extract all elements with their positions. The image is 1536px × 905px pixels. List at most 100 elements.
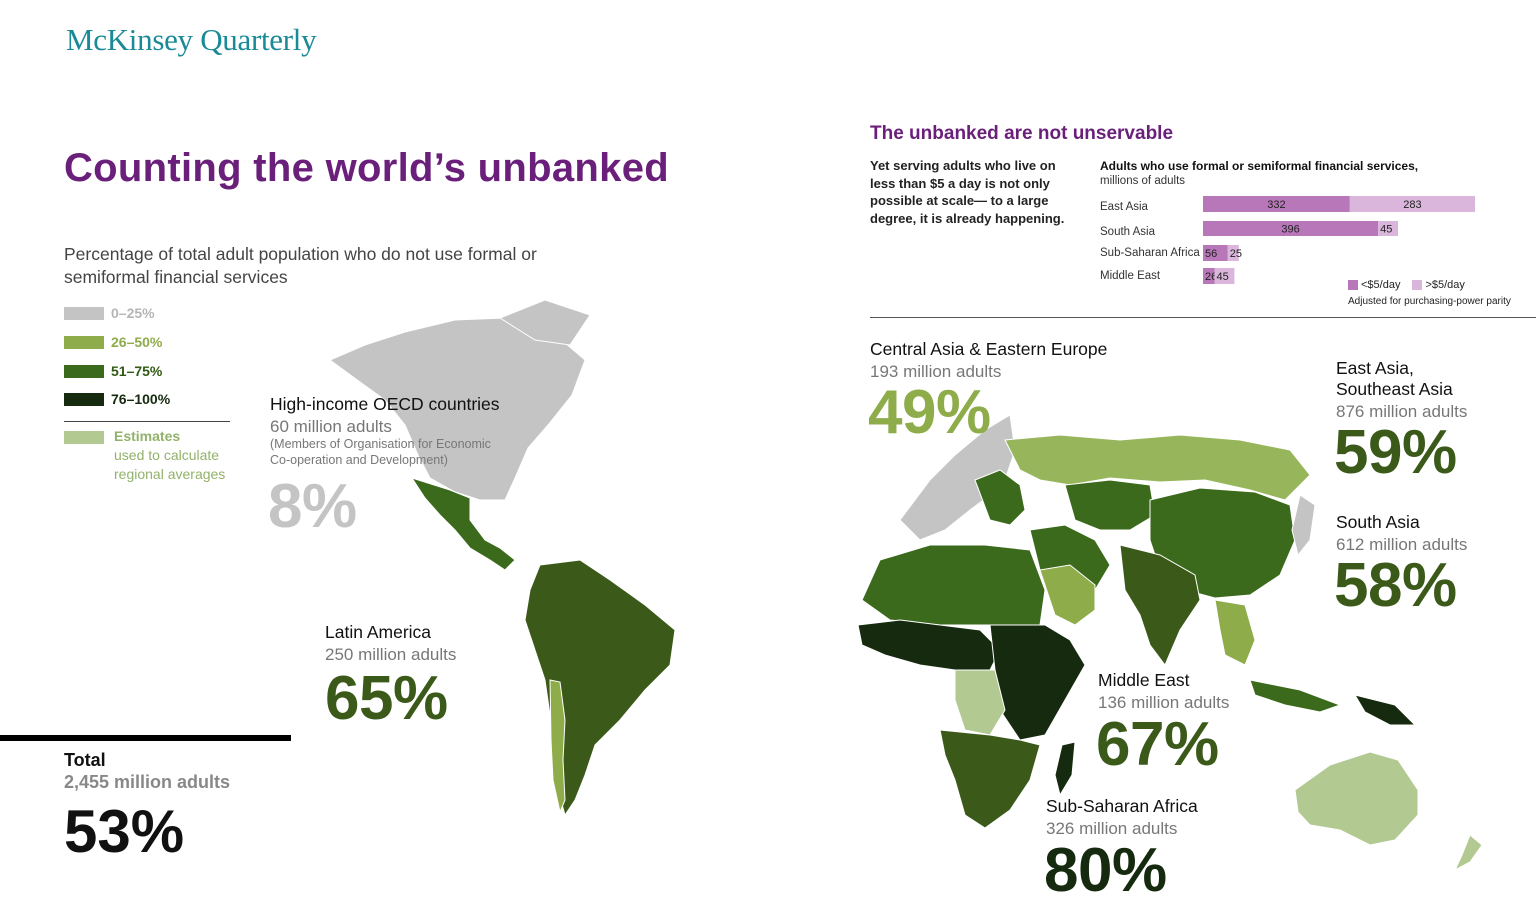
region-name-sub-saharan-africa: Sub-Saharan Africa (1046, 796, 1198, 816)
region-pct-south-asia: 58% (1334, 551, 1457, 620)
total-label: Total (64, 750, 106, 770)
legend-swatch (64, 335, 104, 349)
map-north-america (328, 317, 586, 501)
total-rule (0, 735, 291, 741)
region-adults-south-asia: 612 million adults (1336, 535, 1468, 554)
region-pct-sub-saharan-africa: 80% (1044, 836, 1167, 905)
legend-label: <$5/day (1361, 279, 1401, 291)
bar-value-label: 283 (1403, 199, 1421, 211)
bar-category-label: Sub-Saharan Africa (1100, 247, 1200, 259)
legend-label: 26–50% (111, 334, 163, 350)
bar-segment (1349, 196, 1475, 212)
region-pct-middle-east: 67% (1096, 710, 1219, 779)
bar-chart-legend: <$5/day >$5/day (1348, 279, 1465, 291)
region-name-latin-america: Latin America (325, 622, 432, 642)
map-southern-africa (939, 729, 1041, 829)
region-name-central-asia: Central Asia & Eastern Europe (870, 339, 1108, 359)
bar-value-label: 396 (1281, 224, 1299, 236)
legend-label: 76–100% (111, 391, 171, 407)
map-mexico (410, 477, 516, 571)
map-central-africa-estimate (954, 669, 1006, 736)
region-pct-oecd: 8% (268, 472, 357, 541)
bar-value-label: 45 (1380, 224, 1392, 236)
region-adults-east-asia: 876 million adults (1336, 402, 1468, 421)
region-name-oecd: High-income OECD countries (270, 394, 500, 414)
map-arabia (1039, 564, 1096, 626)
map-europe (899, 414, 1016, 541)
legend-swatch (1348, 280, 1358, 290)
total-adults: 2,455 million adults (64, 772, 231, 792)
legend-swatch (64, 392, 104, 406)
bar-value-label: 45 (1216, 271, 1228, 283)
bar-segment (1214, 268, 1235, 284)
bar-value-label: 26 (1205, 271, 1217, 283)
region-pct-east-asia: 59% (1334, 418, 1457, 487)
map-eastern-europe (974, 469, 1026, 526)
section-divider (870, 317, 1536, 318)
map-new-zealand (1453, 834, 1483, 872)
side-title: The unbanked are not unservable (870, 123, 1174, 144)
map-subtitle: Percentage of total adult population who… (64, 244, 537, 287)
map-southeast-asia (1214, 599, 1256, 666)
region-adults-central-asia: 193 million adults (870, 362, 1002, 381)
legend-divider (64, 421, 230, 422)
legend-swatch (64, 306, 104, 320)
legend-label: 0–25% (111, 305, 155, 321)
bar-category-label: East Asia (1100, 201, 1148, 213)
map-papua (1353, 694, 1417, 726)
map-west-africa (857, 619, 1001, 671)
map-india (1119, 544, 1201, 666)
legend-item: 51–75% (64, 363, 162, 379)
estimates-note: used to calculate regional averages (114, 447, 226, 482)
map-north-africa (861, 544, 1046, 626)
bar-value-label: 56 (1205, 248, 1217, 260)
bar-segment (1203, 268, 1215, 284)
region-adults-latin-america: 250 million adults (325, 645, 457, 664)
legend-label: 51–75% (111, 363, 163, 379)
map-indonesia (1249, 679, 1342, 713)
side-text: Yet serving adults who live on less than… (870, 158, 1065, 226)
legend-swatch (64, 364, 104, 378)
brand-logo[interactable]: McKinsey Quarterly (66, 22, 317, 57)
map-russia (1004, 434, 1311, 501)
total-pct: 53% (64, 798, 185, 865)
map-australia (1294, 751, 1419, 846)
region-pct-latin-america: 65% (325, 664, 448, 733)
legend-item: 26–50% (64, 334, 162, 350)
region-name-east-asia-line2: Southeast Asia (1336, 379, 1453, 399)
legend-label: >$5/day (1425, 279, 1465, 291)
legend-item: 0–25% (64, 305, 155, 321)
legend-item: 76–100% (64, 391, 170, 407)
region-adults-middle-east: 136 million adults (1098, 693, 1230, 712)
map-japan (1291, 494, 1316, 557)
bar-segment (1203, 196, 1350, 212)
legend-swatch (1412, 280, 1423, 290)
bar-value-label: 25 (1230, 248, 1242, 260)
bar-segment (1378, 221, 1399, 236)
estimates-title: Estimates (114, 428, 181, 444)
region-name-east-asia-line1: East Asia, (1336, 358, 1414, 378)
bar-segment (1203, 221, 1379, 236)
bar-category-label: Middle East (1100, 270, 1161, 282)
map-south-america (524, 559, 676, 817)
region-adults-sub-saharan-africa: 326 million adults (1046, 819, 1178, 838)
map-central-asia (1064, 479, 1156, 531)
estimates-swatch (64, 431, 104, 444)
map-east-africa (989, 624, 1086, 741)
map-madagascar (1054, 741, 1076, 797)
region-adults-oecd: 60 million adults (270, 417, 392, 436)
region-pct-central-asia: 49% (868, 378, 991, 447)
bar-segment (1227, 245, 1239, 261)
bar-chart-note: Adjusted for purchasing-power parity (1348, 296, 1511, 307)
region-name-middle-east: Middle East (1098, 670, 1190, 690)
map-greenland (498, 299, 591, 346)
map-chile (549, 679, 566, 814)
region-name-south-asia: South Asia (1336, 512, 1420, 532)
bar-segment (1203, 245, 1228, 261)
bar-value-label: 332 (1267, 199, 1285, 211)
bar-category-label: South Asia (1100, 226, 1155, 238)
bar-chart-unit: millions of adults (1100, 175, 1186, 187)
region-note-oecd: (Members of Organisation for Economic Co… (270, 437, 491, 467)
